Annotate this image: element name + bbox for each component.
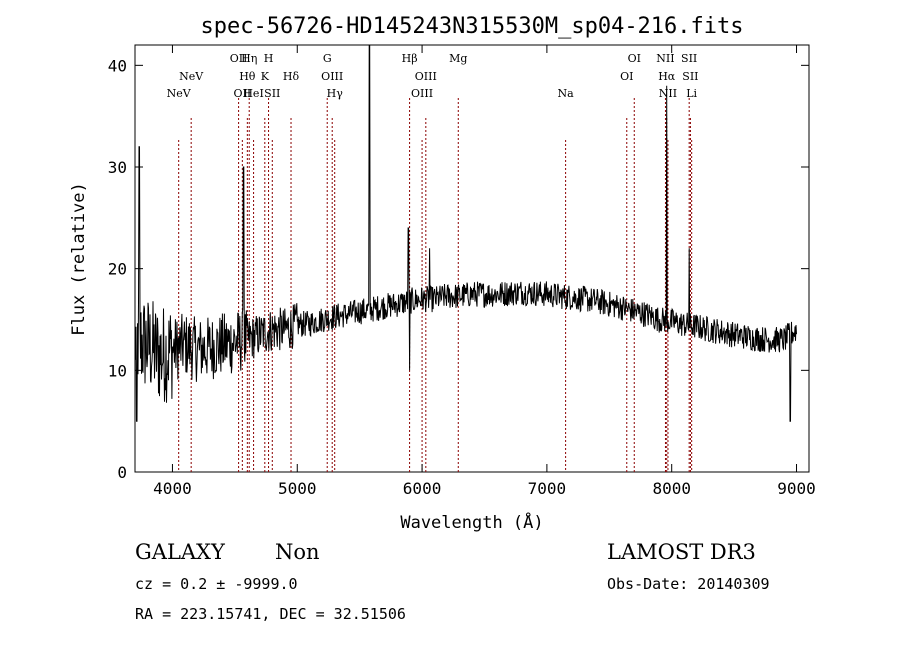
spectral-line-label: OII — [230, 52, 248, 65]
obs-date: Obs-Date: 20140309 — [607, 575, 770, 593]
y-tick-label: 0 — [117, 463, 127, 482]
spectral-line-markers — [178, 98, 693, 472]
spectral-line-label: Hη — [241, 52, 257, 65]
spectrum-line — [134, 44, 797, 422]
y-axis-label: Flux (relative) — [69, 182, 89, 336]
spectral-line-label: NeV — [167, 87, 192, 100]
spectral-line-label: OI — [628, 52, 641, 65]
y-tick-label: 20 — [108, 260, 127, 279]
cz-value: cz = 0.2 ± -9999.0 — [135, 575, 298, 593]
object-class: GALAXY — [135, 540, 226, 564]
spectral-line-label: Hθ — [239, 70, 256, 83]
spectral-line-label: NII — [656, 52, 674, 65]
spectral-line-label: Hγ — [327, 87, 344, 100]
x-tick-label: 7000 — [528, 479, 567, 498]
chart-title: spec-56726-HD145243N315530M_sp04-216.fit… — [200, 14, 743, 39]
spectral-line-label: HeI — [243, 87, 263, 100]
spectral-line-label: OIII — [411, 87, 433, 100]
spectral-line-label: G — [323, 52, 332, 65]
spectral-line-label: OIII — [321, 70, 343, 83]
spectral-line-label: Hα — [658, 70, 676, 83]
ra-dec: RA = 223.15741, DEC = 32.51506 — [135, 605, 406, 623]
spectral-line-label: NII — [659, 87, 677, 100]
spectral-line-label: Na — [558, 87, 575, 100]
spectral-line-label: OI — [620, 70, 633, 83]
spectral-line-labels: NeVNeVOIIOIIHηHθHeIHKSIIHδGOIIIHγHβOIIIO… — [167, 52, 699, 100]
axis-ticks: 4000 5000 6000 7000 8000 9000 0 10 20 30 40 — [108, 45, 816, 498]
spectral-line-label: Hβ — [402, 52, 418, 65]
x-tick-label: 5000 — [278, 479, 317, 498]
spectral-line-label: Hδ — [283, 70, 300, 83]
x-tick-label: 9000 — [777, 479, 816, 498]
spectral-line-label: Li — [686, 87, 697, 100]
spectral-line-label: SII — [264, 87, 280, 100]
y-tick-label: 30 — [108, 158, 127, 177]
survey-name: LAMOST DR3 — [607, 540, 756, 564]
spectral-line-label: SII — [681, 52, 697, 65]
spectral-line-label: K — [261, 70, 270, 83]
plot-frame — [134, 44, 810, 473]
x-axis-label: Wavelength (Å) — [400, 511, 543, 533]
spectral-line-label: OII — [233, 87, 251, 100]
x-tick-label: 4000 — [153, 479, 192, 498]
spectral-line-label: H — [264, 52, 274, 65]
x-tick-label: 6000 — [403, 479, 442, 498]
spectral-line-label: SII — [682, 70, 698, 83]
y-tick-label: 40 — [108, 56, 127, 75]
y-tick-label: 10 — [108, 361, 127, 380]
x-tick-label: 8000 — [652, 479, 691, 498]
spectral-line-label: OIII — [415, 70, 437, 83]
object-subclass: Non — [275, 540, 320, 564]
spectral-line-label: Mg — [449, 52, 467, 65]
spectral-line-label: NeV — [179, 70, 204, 83]
